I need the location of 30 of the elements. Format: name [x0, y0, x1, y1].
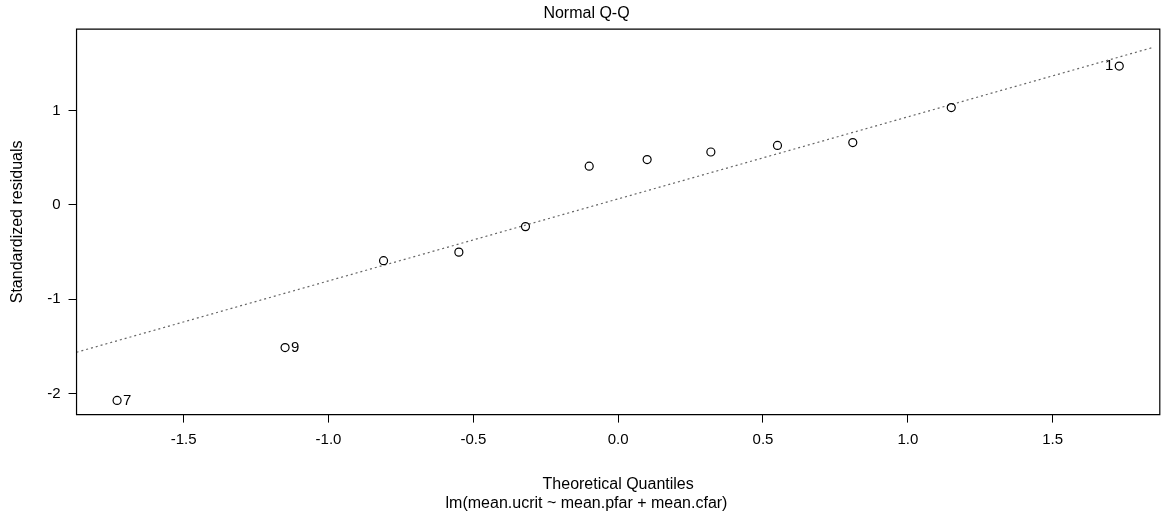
annotation: 9 [291, 337, 300, 355]
x-tick-label: 1.5 [1042, 429, 1064, 447]
point [642, 154, 652, 165]
annotation: 7 [123, 390, 132, 408]
y-tick-label: 1 [52, 100, 61, 118]
y-tick-label: -2 [47, 383, 61, 401]
text: lm(mean.ucrit ~ mean.pfar + mean.cfar) [445, 493, 728, 511]
point [112, 395, 122, 406]
x-tick-label: -0.5 [460, 429, 487, 447]
y-tick-label: 0 [52, 195, 61, 213]
point [848, 137, 858, 148]
point [378, 256, 389, 266]
y-tick-label: -1 [47, 289, 61, 307]
point [520, 222, 531, 232]
point [946, 103, 956, 113]
point [454, 247, 464, 257]
x-tick-label: -1.0 [315, 429, 342, 447]
x-tick-label: 0.0 [607, 429, 629, 447]
x-tick-label: -1.5 [170, 429, 197, 447]
point [706, 147, 716, 157]
point [1114, 61, 1124, 71]
chart-title: Normal Q-Q [543, 4, 630, 22]
point [772, 140, 783, 150]
x-tick-label: 0.5 [752, 429, 774, 447]
point [280, 342, 290, 353]
annotation: 1 [1104, 56, 1114, 74]
y-axis-title: Standardized residuals [8, 140, 26, 304]
x-tick-label: 1.0 [897, 429, 919, 447]
point [584, 161, 594, 171]
x-axis-title: Theoretical Quantiles [542, 474, 694, 492]
